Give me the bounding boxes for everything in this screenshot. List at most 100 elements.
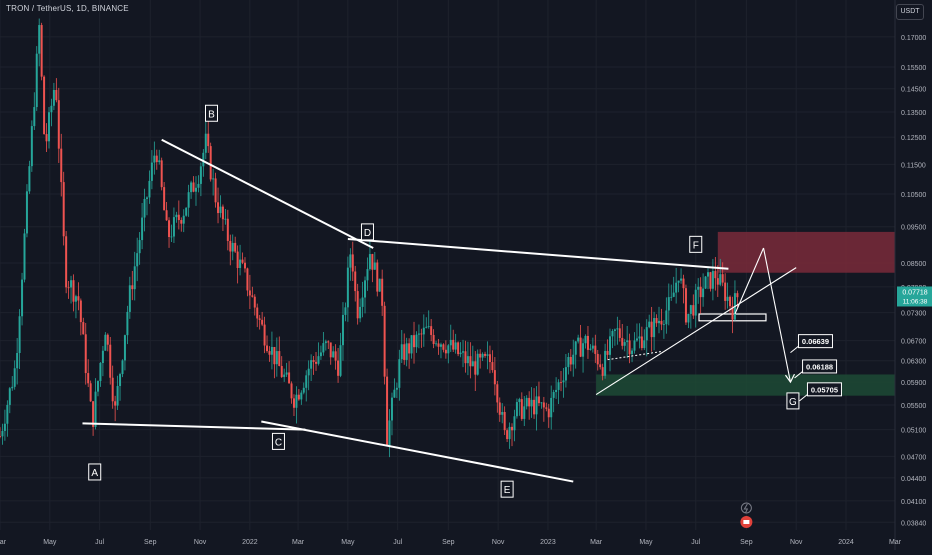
candle-body (704, 276, 707, 289)
y-tick-label: 0.05900 (901, 380, 926, 387)
candle-body (52, 89, 55, 106)
candle-body (579, 337, 582, 357)
wave-label-box (500, 480, 514, 498)
candle-body (444, 349, 447, 354)
currency-button[interactable]: USDT (896, 4, 924, 20)
candle-body (111, 377, 114, 402)
candle-body (344, 307, 347, 315)
wave-label-box (360, 223, 374, 241)
candle-body (462, 351, 465, 353)
candle-body (30, 126, 33, 167)
candle-body (653, 318, 656, 338)
candle-body (131, 285, 134, 290)
candle-body (621, 337, 624, 346)
candle-body (280, 366, 283, 377)
candle-body (442, 344, 445, 350)
y-tick-label: 0.04400 (901, 476, 926, 483)
candle-body (638, 336, 641, 339)
x-tick-label: May (341, 539, 355, 546)
candle-body (479, 353, 482, 358)
candle-body (709, 272, 712, 289)
candle-body (295, 394, 298, 408)
candle-body (312, 360, 315, 362)
candle-body (38, 25, 41, 54)
candle-body (16, 353, 19, 369)
dotted-line (607, 351, 662, 361)
candle-body (221, 206, 224, 220)
candle-body (319, 352, 322, 357)
candle-body (256, 307, 259, 319)
candle-body (251, 295, 254, 297)
candle-body (35, 53, 38, 108)
candle-body (62, 182, 65, 237)
candle-body (1, 430, 4, 437)
candle-body (471, 361, 474, 367)
candle-body (378, 278, 381, 292)
candle-body (655, 318, 658, 324)
candle-body (481, 353, 484, 358)
candle-body (711, 271, 714, 289)
candle-body (74, 296, 77, 302)
candle-body (92, 401, 95, 427)
candle-body (327, 341, 330, 343)
x-tick-label: Sep (740, 539, 753, 546)
candle-body (185, 207, 188, 216)
candle-body (660, 320, 663, 325)
candle-body (530, 399, 533, 407)
candle-body (8, 388, 11, 405)
y-tick-label: 0.15500 (901, 65, 926, 72)
wave-label-box (786, 392, 800, 410)
candle-body (371, 254, 374, 270)
candle-body (425, 326, 428, 328)
candle-body (410, 335, 413, 354)
candle-body (307, 368, 310, 376)
candle-body (562, 380, 565, 383)
candle-body (231, 242, 234, 252)
candle-body (94, 391, 97, 427)
candle-body (33, 107, 36, 127)
y-tick-label: 0.17000 (901, 35, 926, 42)
candle-body (18, 316, 21, 354)
candle-body (447, 345, 450, 354)
candle-body (682, 278, 685, 289)
candle-body (243, 262, 246, 269)
y-tick-label: 0.12500 (901, 135, 926, 142)
candle-body (525, 397, 528, 407)
last-price-countdown: 11:06:38 (903, 298, 928, 305)
candle-body (212, 178, 215, 180)
symbol-title: TRON / TetherUS, 1D, BINANCE (6, 4, 129, 13)
candle-body (699, 286, 702, 298)
candle-body (248, 290, 251, 296)
candle-body (275, 351, 278, 365)
candle-body (466, 356, 469, 364)
x-tick-label: Jul (691, 539, 700, 546)
candle-body (148, 180, 151, 198)
candle-body (694, 289, 697, 316)
candle-body (104, 334, 107, 351)
y-tick-label: 0.11500 (901, 162, 926, 169)
candle-body (650, 321, 653, 338)
y-tick-label: 0.05100 (901, 428, 926, 435)
candle-body (268, 351, 271, 355)
candle-body (79, 300, 82, 323)
candle-body (229, 240, 232, 252)
x-tick-label: Mar (292, 539, 305, 546)
candle-body (501, 412, 504, 415)
candle-body (390, 397, 393, 421)
candle-body (540, 402, 543, 404)
candle-body (190, 182, 193, 193)
candle-body (283, 374, 286, 377)
candle-body (449, 339, 452, 346)
candle-body (180, 220, 183, 224)
candle-body (133, 266, 136, 290)
y-tick-label: 0.09500 (901, 225, 926, 232)
candle-body (70, 280, 73, 288)
candle-body (719, 274, 722, 285)
candle-body (119, 374, 122, 387)
candle-body (476, 353, 479, 375)
candle-body (182, 215, 185, 224)
candle-body (0, 436, 1, 437)
candle-body (21, 279, 24, 317)
